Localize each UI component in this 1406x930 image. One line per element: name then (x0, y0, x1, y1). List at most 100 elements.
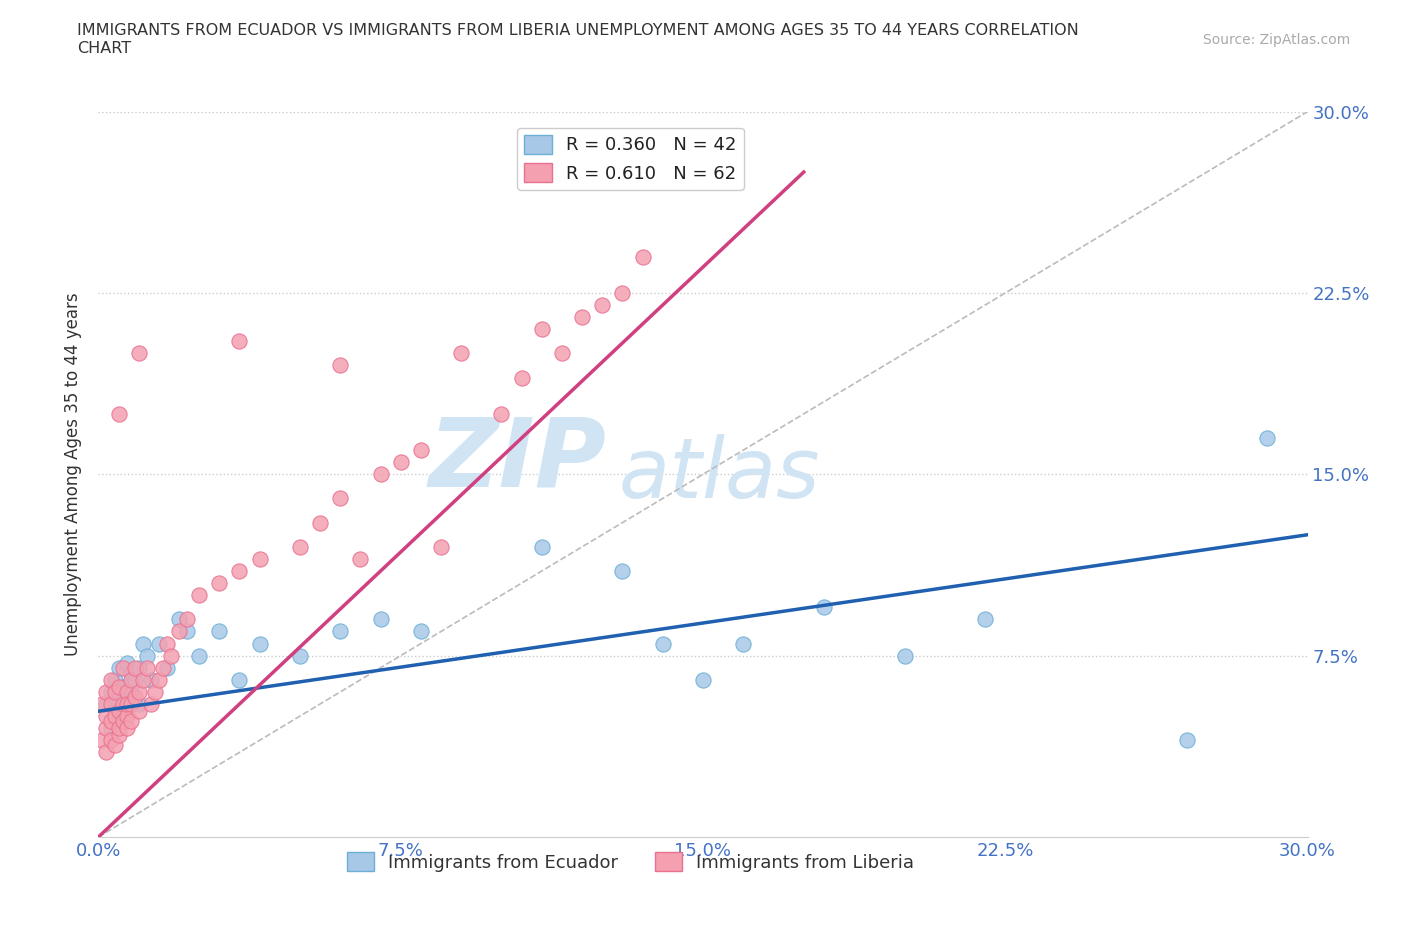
Point (631, 249, 654, 264)
Point (813, 600, 835, 615)
Point (612, 286, 634, 300)
Text: Source: ZipAtlas.com: Source: ZipAtlas.com (1202, 33, 1350, 46)
Text: ZIP: ZIP (429, 413, 606, 506)
Text: IMMIGRANTS FROM ECUADOR VS IMMIGRANTS FROM LIBERIA UNEMPLOYMENT AMONG AGES 35 TO: IMMIGRANTS FROM ECUADOR VS IMMIGRANTS FR… (77, 23, 1078, 56)
Point (124, 689, 146, 704)
Y-axis label: Unemployment Among Ages 35 to 44 years: Unemployment Among Ages 35 to 44 years (65, 293, 83, 656)
Point (148, 636, 170, 651)
Point (107, 728, 129, 743)
Point (510, 370, 533, 385)
Point (100, 672, 122, 687)
Point (115, 709, 138, 724)
Point (139, 697, 162, 711)
Point (91, 733, 114, 748)
Point (107, 406, 129, 421)
Point (160, 648, 183, 663)
Point (143, 684, 166, 699)
Point (167, 624, 190, 639)
Point (167, 612, 190, 627)
Point (107, 721, 129, 736)
Point (115, 684, 138, 699)
Point (132, 636, 155, 651)
Point (370, 467, 392, 482)
Point (491, 406, 513, 421)
Point (148, 672, 170, 687)
Point (96, 697, 118, 711)
Point (124, 672, 146, 687)
Point (128, 346, 150, 361)
Point (111, 697, 134, 711)
Point (249, 551, 271, 566)
Point (139, 672, 162, 687)
Point (156, 660, 179, 675)
Text: atlas: atlas (619, 433, 820, 515)
Point (120, 665, 142, 680)
Point (100, 697, 122, 711)
Point (591, 298, 613, 312)
Point (176, 624, 198, 639)
Point (188, 648, 211, 663)
Point (188, 588, 211, 603)
Point (208, 624, 231, 639)
Point (100, 721, 122, 736)
Point (430, 539, 453, 554)
Point (128, 704, 150, 719)
Point (733, 636, 755, 651)
Point (288, 539, 311, 554)
Point (103, 737, 125, 752)
Point (128, 684, 150, 699)
Point (228, 564, 250, 578)
Point (96, 684, 118, 699)
Point (115, 697, 138, 711)
Point (329, 624, 352, 639)
Point (107, 709, 129, 724)
Point (692, 672, 714, 687)
Point (288, 648, 311, 663)
Point (96, 745, 118, 760)
Point (571, 310, 593, 325)
Point (651, 636, 673, 651)
Point (91, 697, 114, 711)
Point (530, 322, 553, 337)
Point (96, 721, 118, 736)
Point (329, 491, 352, 506)
Point (115, 656, 138, 671)
Point (135, 660, 157, 675)
Point (111, 713, 134, 728)
Point (111, 713, 134, 728)
Point (107, 660, 129, 675)
Point (128, 697, 150, 711)
Point (111, 660, 134, 675)
Point (409, 624, 432, 639)
Point (228, 334, 250, 349)
Legend: Immigrants from Ecuador, Immigrants from Liberia: Immigrants from Ecuador, Immigrants from… (340, 845, 921, 879)
Point (551, 346, 574, 361)
Point (103, 709, 125, 724)
Point (124, 660, 146, 675)
Point (107, 704, 129, 719)
Point (1175, 733, 1198, 748)
Point (128, 660, 150, 675)
Point (530, 539, 553, 554)
Point (115, 721, 138, 736)
Point (389, 455, 412, 470)
Point (120, 672, 142, 687)
Point (228, 672, 250, 687)
Point (120, 713, 142, 728)
Point (249, 636, 271, 651)
Point (612, 564, 634, 578)
Point (329, 358, 352, 373)
Point (974, 612, 997, 627)
Point (370, 612, 392, 627)
Point (132, 672, 155, 687)
Point (115, 689, 138, 704)
Point (409, 443, 432, 458)
Point (120, 684, 142, 699)
Point (450, 346, 472, 361)
Point (135, 648, 157, 663)
Point (208, 576, 231, 591)
Point (103, 709, 125, 724)
Point (156, 636, 179, 651)
Point (309, 515, 332, 530)
Point (120, 697, 142, 711)
